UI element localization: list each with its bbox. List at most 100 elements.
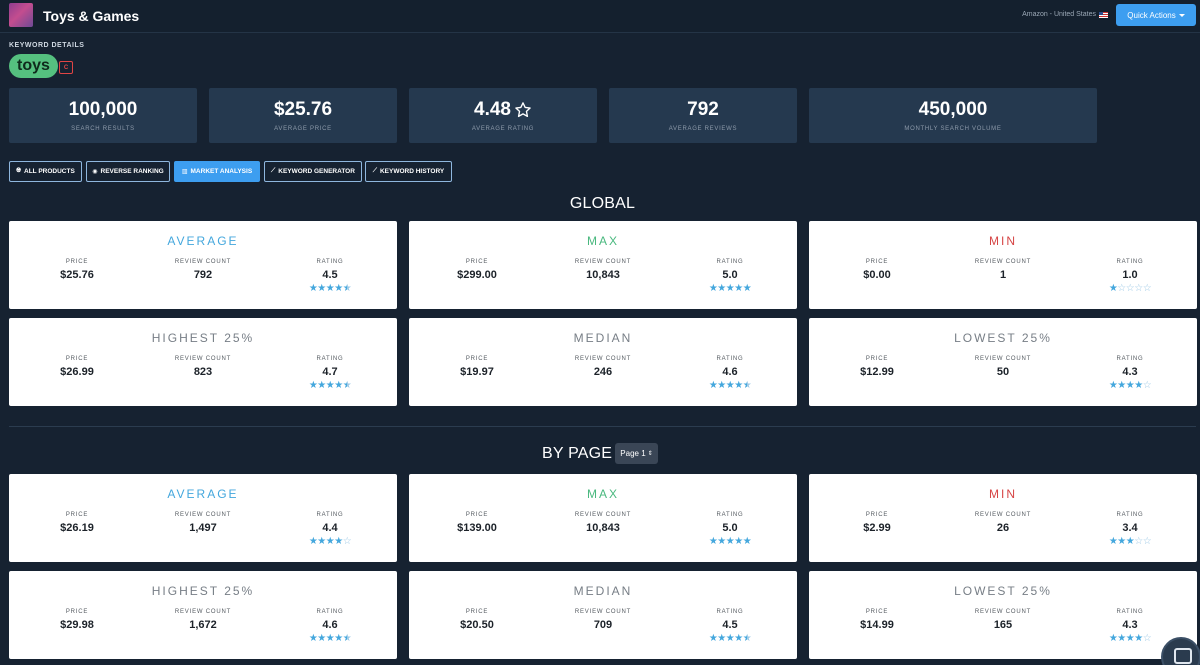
stat-average-reviews: 792 AVERAGE REVIEWS <box>609 88 797 143</box>
card-title: MEDIAN <box>573 331 633 345</box>
star-half-icon: ★ <box>742 633 752 644</box>
price-label: PRICE <box>865 356 889 362</box>
price-value: $29.98 <box>60 619 94 631</box>
rating-value: 3.4 <box>1122 522 1138 534</box>
price-label: PRICE <box>865 259 889 265</box>
star-empty-icon: ☆ <box>1142 633 1152 644</box>
price-label: PRICE <box>65 609 89 615</box>
review-count-value: 1,497 <box>189 522 217 534</box>
rating-label: RATING <box>316 259 344 265</box>
rating-value: 4.3 <box>1122 366 1138 378</box>
chat-support-icon[interactable] <box>1161 637 1200 665</box>
star-full-icon: ★ <box>734 380 743 391</box>
rating-value: 5.0 <box>722 269 738 281</box>
review-count-label: REVIEW COUNT <box>974 609 1032 615</box>
star-full-icon: ★ <box>734 633 743 644</box>
price-label: PRICE <box>865 512 889 518</box>
rating-value: 4.6 <box>722 366 738 378</box>
star-full-icon: ★ <box>325 283 335 294</box>
tab-keyword-history[interactable]: ⟋ KEYWORD HISTORY <box>365 161 452 182</box>
star-full-icon: ★ <box>1125 633 1135 644</box>
review-count-column: REVIEW COUNT 709 <box>533 609 673 631</box>
rating-stars: ★★★★☆ <box>1060 634 1200 644</box>
metric-card: MEDIAN PRICE $19.97 REVIEW COUNT 246 RATING 4.… <box>409 318 797 406</box>
star-full-icon: ★ <box>334 633 343 644</box>
category-title: Toys & Games <box>43 8 140 24</box>
star-full-icon: ★ <box>317 536 326 547</box>
rating-stars: ★★★★☆ <box>260 537 400 547</box>
price-column: PRICE $12.99 <box>809 356 945 378</box>
review-count-column: REVIEW COUNT 792 <box>133 259 273 281</box>
star-empty-icon: ☆ <box>342 536 352 547</box>
tab-keyword-generator[interactable]: ⟋ KEYWORD GENERATOR <box>264 161 362 182</box>
stat-value-row: 4.48 <box>474 99 532 121</box>
review-count-label: REVIEW COUNT <box>574 259 632 265</box>
rating-stars: ★★★★★ <box>260 381 400 391</box>
star-half-icon: ★ <box>342 283 352 294</box>
review-count-column: REVIEW COUNT 246 <box>533 356 673 378</box>
price-label: PRICE <box>865 609 889 615</box>
rating-label: RATING <box>716 259 744 265</box>
tab-reverse-ranking[interactable]: ◉ REVERSE RANKING <box>86 161 170 182</box>
metric-card: LOWEST 25% PRICE $12.99 REVIEW COUNT 50 RATIN… <box>809 318 1197 406</box>
review-count-column: REVIEW COUNT 10,843 <box>533 512 673 534</box>
star-full-icon: ★ <box>1108 633 1118 644</box>
review-count-label: REVIEW COUNT <box>174 356 232 362</box>
rating-value: 4.4 <box>322 522 338 534</box>
price-label: PRICE <box>65 512 89 518</box>
star-empty-icon: ☆ <box>1142 283 1152 294</box>
review-count-value: 10,843 <box>586 269 620 281</box>
rating-stars: ★★★☆☆ <box>1060 537 1200 547</box>
marketplace-selector[interactable]: Amazon - United States <box>1022 11 1108 18</box>
stat-value: 792 <box>687 99 719 120</box>
review-count-label: REVIEW COUNT <box>174 259 232 265</box>
price-value: $26.99 <box>60 366 94 378</box>
stat-label: SEARCH RESULTS <box>71 126 135 132</box>
rating-stars: ★☆☆☆☆ <box>1060 284 1200 294</box>
card-title: AVERAGE <box>167 234 239 248</box>
tab-market-analysis[interactable]: ▥ MARKET ANALYSIS <box>174 161 260 182</box>
star-full-icon: ★ <box>1134 633 1143 644</box>
page-select-value: Page 1 <box>620 449 646 458</box>
star-full-icon: ★ <box>708 536 718 547</box>
stat-average-rating: 4.48 AVERAGE RATING <box>409 88 597 143</box>
quick-actions-button[interactable]: Quick Actions <box>1116 4 1196 26</box>
card-title: HIGHEST 25% <box>151 331 255 345</box>
rating-value: 5.0 <box>722 522 738 534</box>
star-full-icon: ★ <box>317 633 326 644</box>
stat-value: 4.48 <box>474 99 511 120</box>
star-outline-icon <box>515 102 531 118</box>
rating-value: 4.5 <box>322 269 338 281</box>
tab-all-products[interactable]: 🌐︎ ALL PRODUCTS <box>9 161 82 182</box>
card-title: AVERAGE <box>167 487 239 501</box>
card-title: HIGHEST 25% <box>151 584 255 598</box>
price-column: PRICE $14.99 <box>809 609 945 631</box>
price-label: PRICE <box>465 259 489 265</box>
caret-down-icon <box>1178 13 1185 17</box>
stat-average-price: $25.76 AVERAGE PRICE <box>209 88 397 143</box>
marketplace-label: Amazon - United States <box>1022 11 1096 18</box>
star-empty-icon: ☆ <box>1142 380 1152 391</box>
star-full-icon: ★ <box>317 380 326 391</box>
card-title: MAX <box>586 487 619 501</box>
rating-stars: ★★★★★ <box>660 537 800 547</box>
review-count-label: REVIEW COUNT <box>974 512 1032 518</box>
keyword-details-label: KEYWORD DETAILS <box>9 42 85 49</box>
price-column: PRICE $20.50 <box>409 609 545 631</box>
star-full-icon: ★ <box>1125 380 1135 391</box>
rating-column: RATING 3.4 ★★★☆☆ <box>1060 512 1200 547</box>
metric-card: MEDIAN PRICE $20.50 REVIEW COUNT 709 RATING 4.… <box>409 571 797 659</box>
star-full-icon: ★ <box>708 380 718 391</box>
review-count-column: REVIEW COUNT 10,843 <box>533 259 673 281</box>
star-full-icon: ★ <box>1125 536 1135 547</box>
page-select[interactable]: Page 1 ⇕ <box>615 443 658 464</box>
price-value: $26.19 <box>60 522 94 534</box>
price-label: PRICE <box>65 356 89 362</box>
star-full-icon: ★ <box>717 633 726 644</box>
review-count-value: 165 <box>993 619 1013 631</box>
star-full-icon: ★ <box>717 283 726 294</box>
star-full-icon: ★ <box>325 633 335 644</box>
price-column: PRICE $26.99 <box>9 356 145 378</box>
review-count-label: REVIEW COUNT <box>574 512 632 518</box>
card-title: MIN <box>989 234 1017 248</box>
